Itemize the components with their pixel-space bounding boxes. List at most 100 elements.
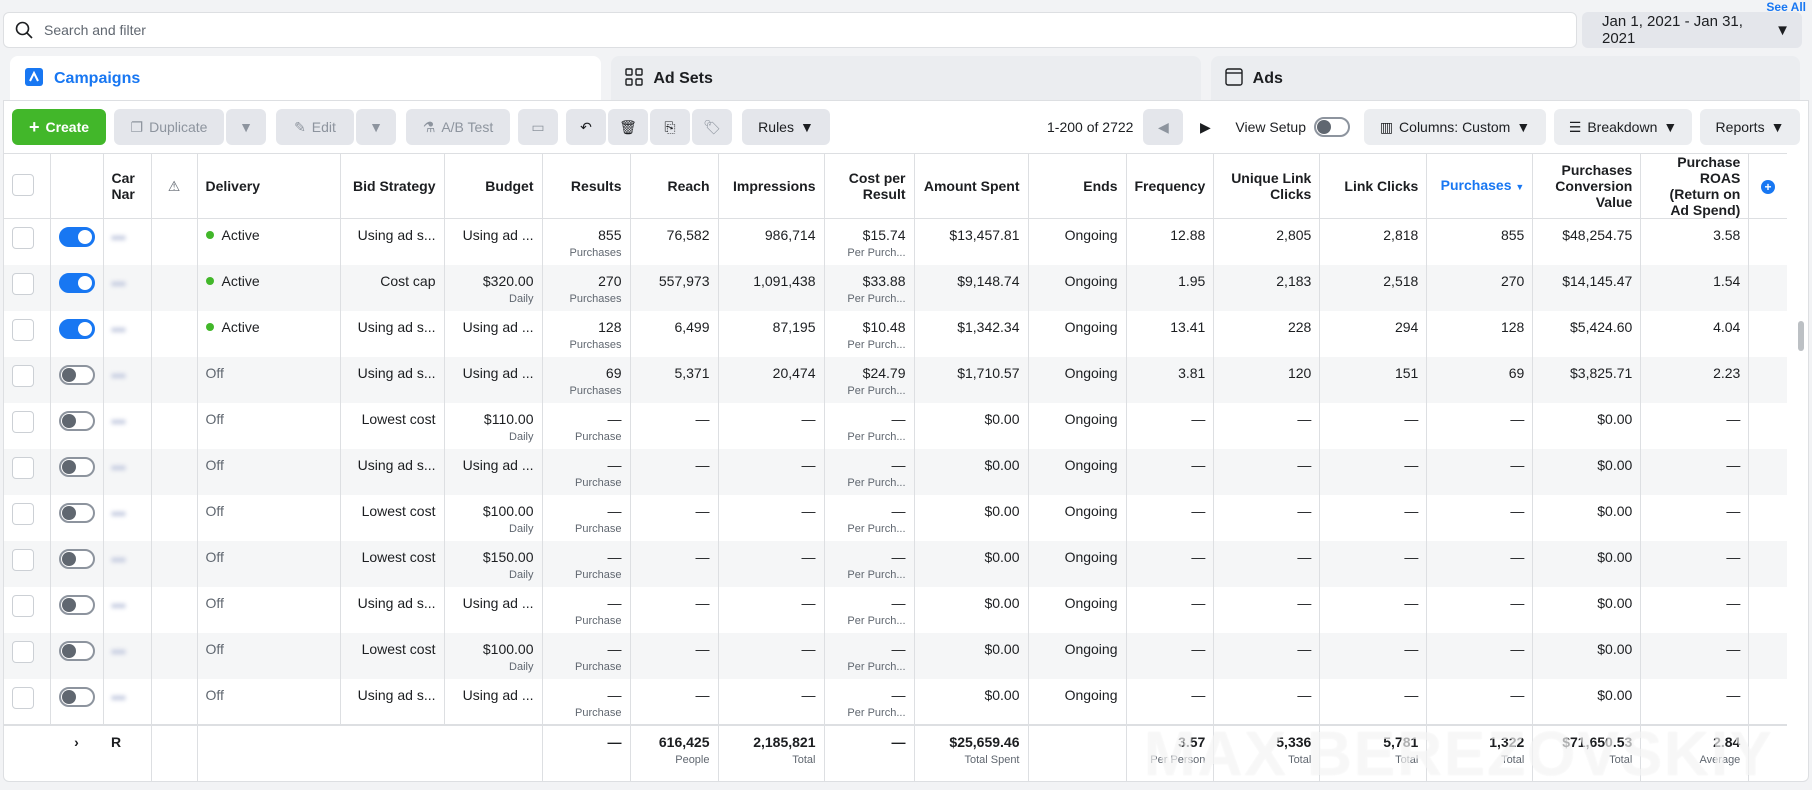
edit-dropdown[interactable]: ▼ — [356, 109, 396, 145]
campaign-name[interactable]: ▬ — [103, 310, 152, 357]
next-page-button[interactable]: ▶ — [1185, 109, 1226, 145]
archive-button[interactable]: ▭ — [518, 109, 558, 145]
campaign-name[interactable]: ▬ — [103, 540, 152, 587]
budget-cell[interactable]: Using ad ... — [444, 310, 543, 357]
table-row[interactable]: ▬ Off Using ad s... Using ad ... — Purchase — —… — [4, 448, 1787, 495]
table-row[interactable]: ▬ Off Lowest cost $110.00 Daily — Purchase — — — P… — [4, 402, 1787, 449]
campaign-toggle[interactable] — [58, 227, 95, 247]
campaign-name[interactable]: ▬ — [103, 402, 152, 449]
row-checkbox[interactable] — [12, 640, 34, 663]
campaign-name[interactable]: ▬ — [103, 586, 152, 633]
tab-campaigns[interactable]: Campaigns — [10, 56, 602, 102]
reports-button[interactable]: Reports ▼ — [1700, 109, 1800, 145]
header-impressions[interactable]: Impressions — [718, 153, 825, 219]
campaign-toggle[interactable] — [58, 318, 95, 339]
add-column-icon[interactable]: + — [1761, 180, 1776, 194]
rules-button[interactable]: Rules ▼ — [742, 109, 830, 145]
budget-cell[interactable]: Using ad ... — [444, 218, 543, 265]
create-button[interactable]: + Create — [12, 109, 106, 145]
campaign-toggle[interactable] — [58, 410, 95, 431]
row-checkbox[interactable] — [12, 227, 34, 249]
campaign-name[interactable]: ▬ — [103, 678, 152, 725]
row-checkbox[interactable] — [12, 318, 34, 341]
header-name[interactable]: Car Nar — [103, 153, 152, 219]
edit-button[interactable]: ✎ Edit — [276, 109, 354, 145]
table-row[interactable]: ▬ Off Using ad s... Using ad ... — Purchase — —… — [4, 678, 1787, 725]
budget-cell[interactable]: $150.00 Daily — [444, 540, 543, 587]
header-delivery[interactable]: Delivery — [197, 153, 341, 219]
view-setup-toggle[interactable] — [1314, 117, 1350, 137]
delete-button[interactable]: 🗑 — [608, 109, 648, 145]
search-bar[interactable]: Search and filter — [3, 12, 1577, 48]
header-cost-per-result[interactable]: Cost per Result — [824, 153, 915, 219]
table-scrollbar[interactable] — [1798, 321, 1804, 351]
duplicate-button[interactable]: ❐ Duplicate — [114, 109, 224, 145]
header-purchases-conversion-value[interactable]: Purchases Conversion Value — [1532, 153, 1642, 219]
header-results[interactable]: Results — [542, 153, 631, 219]
tab-ad-sets[interactable]: Ad Sets — [611, 56, 1201, 102]
header-purchase-roas[interactable]: Purchase ROAS (Return on Ad Spend) — [1640, 153, 1750, 219]
header-purchases[interactable]: Purchases ▼ — [1426, 153, 1534, 219]
budget-cell[interactable]: $110.00 Daily — [444, 402, 543, 449]
header-amount-spent[interactable]: Amount Spent — [914, 153, 1029, 219]
breakdown-button[interactable]: ☰ Breakdown ▼ — [1554, 109, 1692, 145]
row-checkbox[interactable] — [12, 502, 34, 525]
chevron-right-icon[interactable]: › — [74, 733, 79, 750]
row-checkbox[interactable] — [12, 548, 34, 571]
header-budget[interactable]: Budget — [444, 153, 543, 219]
budget-cell[interactable]: Using ad ... — [444, 448, 543, 495]
date-range-picker[interactable]: Jan 1, 2021 - Jan 31, 2021 ▼ — [1582, 12, 1802, 48]
campaign-toggle[interactable] — [58, 640, 95, 661]
campaign-toggle[interactable] — [58, 272, 95, 293]
undo-button[interactable]: ↶ — [566, 109, 606, 145]
header-link-clicks[interactable]: Link Clicks — [1319, 153, 1428, 219]
duplicate-dropdown[interactable]: ▼ — [226, 109, 266, 145]
budget-cell[interactable]: $320.00 Daily — [444, 264, 543, 311]
campaign-toggle[interactable] — [58, 502, 95, 523]
budget-cell[interactable]: Using ad ... — [444, 678, 543, 725]
table-row[interactable]: ▬ Active Using ad s... Using ad ... 128 Purch… — [4, 310, 1787, 357]
select-all-checkbox[interactable] — [12, 173, 34, 196]
budget-cell[interactable]: Using ad ... — [444, 586, 543, 633]
see-all-link[interactable]: See All — [1766, 0, 1806, 14]
preview-button[interactable]: ⎘ — [650, 109, 690, 145]
table-row[interactable]: ▬ Off Using ad s... Using ad ... 69 Purchases… — [4, 356, 1787, 403]
row-checkbox[interactable] — [12, 272, 34, 295]
prev-page-button[interactable]: ◀ — [1143, 109, 1184, 145]
columns-button[interactable]: ▥ Columns: Custom ▼ — [1364, 109, 1546, 145]
campaign-name[interactable]: ▬ — [103, 264, 152, 311]
tab-ads[interactable]: Ads — [1210, 56, 1800, 102]
campaign-toggle[interactable] — [58, 686, 95, 707]
campaign-name[interactable]: ▬ — [103, 632, 152, 679]
campaign-name[interactable]: ▬ — [103, 448, 152, 495]
table-row[interactable]: ▬ Off Lowest cost $100.00 Daily — Purchase — — — P… — [4, 494, 1787, 541]
tag-button[interactable]: 🏷 — [692, 109, 732, 145]
row-checkbox[interactable] — [12, 686, 34, 709]
table-row[interactable]: ▬ Off Using ad s... Using ad ... — Purchase — —… — [4, 586, 1787, 633]
ab-test-button[interactable]: ⚗ A/B Test — [406, 109, 510, 145]
campaign-toggle[interactable] — [58, 364, 95, 385]
table-row[interactable]: ▬ Off Lowest cost $150.00 Daily — Purchase — — — P… — [4, 540, 1787, 587]
table-row[interactable]: ▬ Active Cost cap $320.00 Daily 270 Purchases 5… — [4, 264, 1787, 311]
campaign-toggle[interactable] — [58, 594, 95, 615]
row-checkbox[interactable] — [12, 456, 34, 479]
budget-cell[interactable]: Using ad ... — [444, 356, 543, 403]
row-checkbox[interactable] — [12, 594, 34, 617]
table-row[interactable]: ▬ Active Using ad s... Using ad ... 855 Purch… — [4, 218, 1787, 265]
campaign-toggle[interactable] — [58, 548, 95, 569]
header-frequency[interactable]: Frequency — [1126, 153, 1215, 219]
table-row[interactable]: ▬ Off Lowest cost $100.00 Daily — Purchase — — — P… — [4, 632, 1787, 679]
campaign-name[interactable]: ▬ — [103, 218, 152, 265]
row-checkbox[interactable] — [12, 364, 34, 387]
budget-cell[interactable]: $100.00 Daily — [444, 494, 543, 541]
campaign-name[interactable]: ▬ — [103, 356, 152, 403]
campaign-toggle[interactable] — [58, 456, 95, 477]
header-unique-link-clicks[interactable]: Unique Link Clicks — [1213, 153, 1321, 219]
budget-cell[interactable]: $100.00 Daily — [444, 632, 543, 679]
header-ends[interactable]: Ends — [1028, 153, 1127, 219]
row-checkbox[interactable] — [12, 410, 34, 433]
campaign-name[interactable]: ▬ — [103, 494, 152, 541]
header-bid-strategy[interactable]: Bid Strategy — [340, 153, 445, 219]
header-reach[interactable]: Reach — [630, 153, 719, 219]
search-input[interactable]: Search and filter — [44, 22, 146, 38]
